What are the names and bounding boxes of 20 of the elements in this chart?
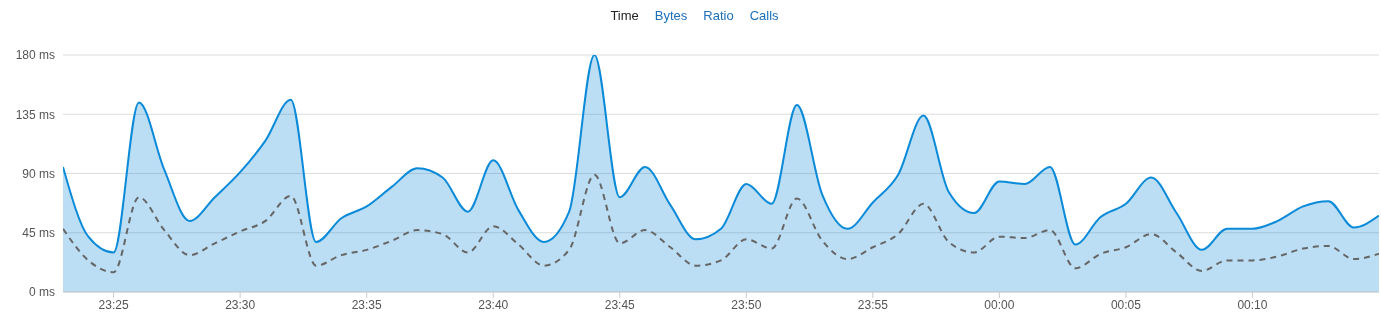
text: Calls	[749, 8, 779, 23]
line-series	[63, 173, 1379, 274]
y-tick-label: 0 ms	[28, 285, 55, 300]
x-tick-label: 00:10	[1237, 297, 1268, 312]
x-tick-label: 00:00	[984, 297, 1015, 312]
y-tick-label: 135 ms	[15, 107, 55, 122]
x-tick-label: 23:25	[98, 297, 129, 312]
y-tick-label: 180 ms	[15, 48, 55, 63]
x-tick-label: 23:35	[351, 297, 383, 312]
x-tick-label: 23:40	[478, 297, 509, 312]
x-tick-label: 23:30	[225, 297, 256, 312]
text: Ratio	[703, 8, 734, 23]
x-tick-label: 23:50	[731, 297, 762, 312]
x-tick-label: 00:05	[1110, 297, 1142, 312]
x-tick-label: 23:55	[857, 297, 889, 312]
y-tick-label: 45 ms	[22, 226, 55, 241]
x-tick-label: 23:45	[604, 297, 636, 312]
text: Time	[610, 8, 639, 23]
y-tick-label: 90 ms	[22, 166, 55, 181]
text: Bytes	[654, 8, 688, 23]
